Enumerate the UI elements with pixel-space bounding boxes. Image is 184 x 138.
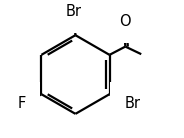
Text: O: O [119,14,131,29]
Text: Br: Br [66,4,82,18]
Text: Br: Br [124,96,140,111]
Text: F: F [18,96,26,111]
